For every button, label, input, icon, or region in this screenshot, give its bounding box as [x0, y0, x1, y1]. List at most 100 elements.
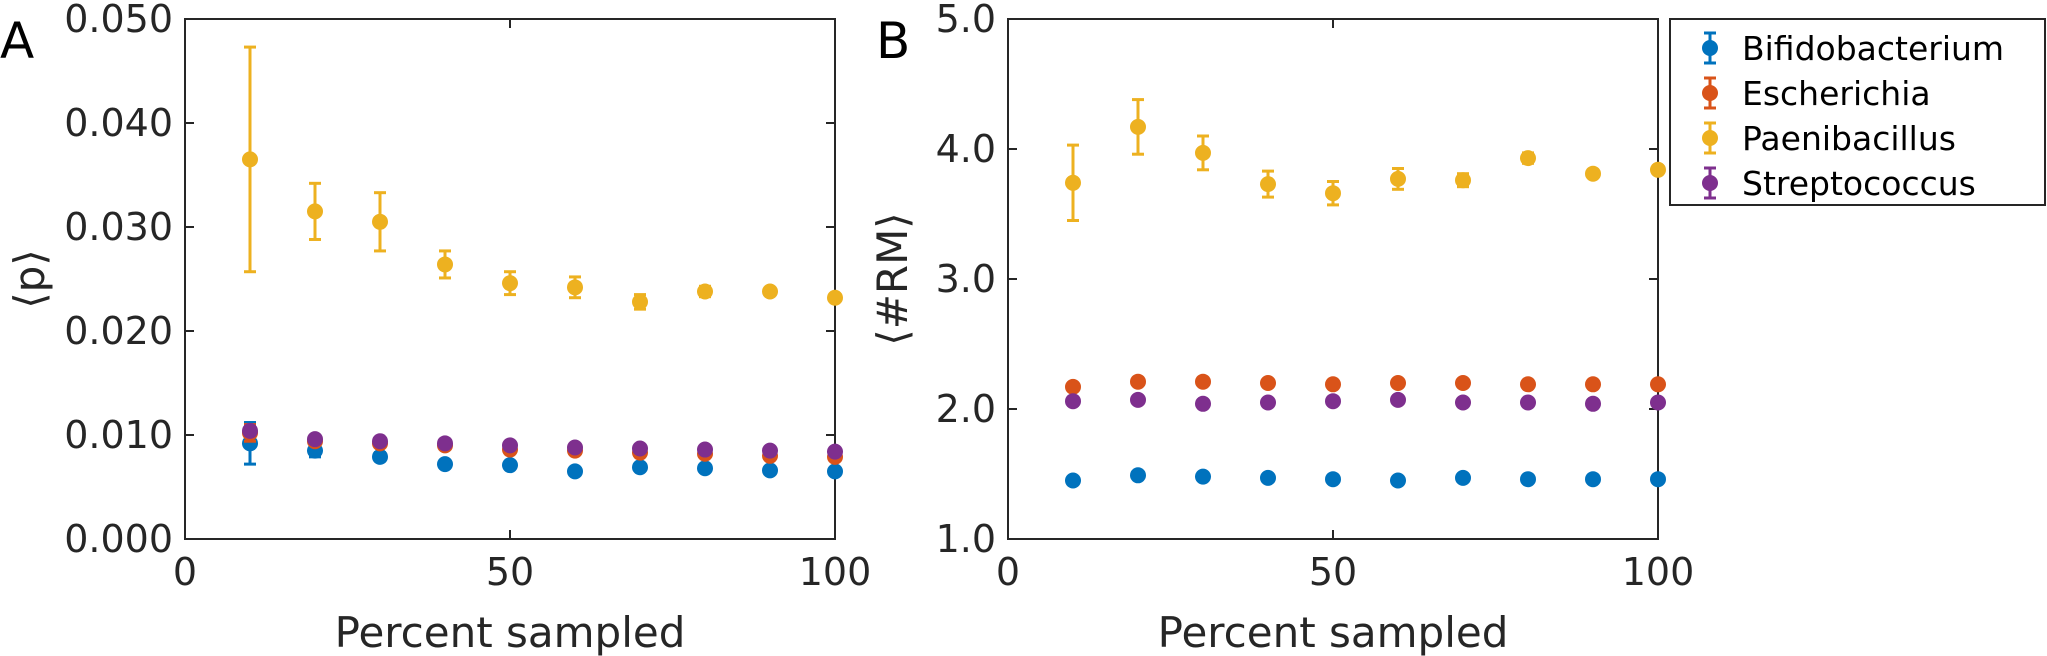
panel-b-point-bifidobacterium	[1455, 469, 1471, 486]
panel-a-point-streptococcus	[437, 435, 453, 452]
panel-b-y-tick-label: 3.0	[936, 257, 996, 301]
panel-b-point-escherichia	[1650, 376, 1666, 393]
panel-b-y-tick-label: 4.0	[936, 127, 996, 171]
panel-a-point-bifidobacterium	[567, 463, 583, 480]
legend-marker-paenibacillus	[1702, 130, 1718, 146]
panel-b-point-bifidobacterium	[1585, 471, 1601, 488]
legend-item-streptococcus: Streptococcus	[1702, 164, 1976, 203]
panel-a-point-paenibacillus	[697, 283, 713, 300]
panel-b-series-escherichia	[1065, 373, 1666, 395]
panel-b-series-bifidobacterium	[1065, 467, 1666, 489]
panel-a-y-axis-title: ⟨p⟩	[5, 249, 54, 308]
panel-a-x-tick-label: 50	[486, 550, 534, 594]
panel-a-series-streptococcus	[242, 422, 843, 460]
legend-label-escherichia: Escherichia	[1742, 74, 1931, 113]
legend: Bifidobacterium Escherichia Paenibacillus S…	[1669, 18, 2046, 206]
panel-a-point-streptococcus	[827, 443, 843, 460]
panel-a-x-axis-title: Percent sampled	[335, 608, 686, 656]
panel-b-point-paenibacillus	[1325, 185, 1341, 202]
panel-b-point-streptococcus	[1520, 394, 1536, 411]
panel-b-point-streptococcus	[1325, 393, 1341, 410]
legend-item-paenibacillus: Paenibacillus	[1702, 119, 1956, 158]
panel-b-point-bifidobacterium	[1390, 472, 1406, 489]
panel-a-point-bifidobacterium	[502, 457, 518, 474]
panel-a-y-tick-label: 0.000	[64, 517, 173, 561]
panel-b-point-streptococcus	[1585, 395, 1601, 412]
panel-b-point-streptococcus	[1130, 391, 1146, 408]
panel-b-point-streptococcus	[1260, 394, 1276, 411]
panel-a-point-paenibacillus	[827, 289, 843, 306]
panel-b-point-bifidobacterium	[1325, 471, 1341, 488]
legend-marker-bifidobacterium	[1702, 40, 1718, 56]
panel-a-point-paenibacillus	[437, 256, 453, 273]
panel-b-y-axis-title: ⟨#RM⟩	[868, 212, 917, 345]
panel-a-point-streptococcus	[697, 441, 713, 458]
panel-a-label: A	[0, 12, 34, 70]
panel-b-point-escherichia	[1585, 376, 1601, 393]
panel-b-y-tick-label: 2.0	[936, 387, 996, 431]
panel-b-point-bifidobacterium	[1065, 472, 1081, 489]
panel-b-axes-box	[1007, 18, 1659, 540]
panel-b-point-paenibacillus	[1585, 165, 1601, 182]
panel-a-point-streptococcus	[502, 437, 518, 454]
panel-a-y-tick-label: 0.040	[64, 101, 173, 145]
panel-b-point-paenibacillus	[1130, 118, 1146, 135]
panel-b-x-axis-title: Percent sampled	[1158, 608, 1509, 656]
panel-b-point-escherichia	[1520, 376, 1536, 393]
panel-b-point-escherichia	[1455, 375, 1471, 391]
panel-a-point-paenibacillus	[372, 213, 388, 230]
panel-a-series-escherichia	[242, 423, 843, 465]
legend-label-paenibacillus: Paenibacillus	[1742, 119, 1956, 158]
panel-b-y-tick-label: 1.0	[936, 517, 996, 561]
panel-b-point-streptococcus	[1065, 393, 1081, 410]
panel-b-point-paenibacillus	[1455, 172, 1471, 189]
panel-a-point-bifidobacterium	[632, 459, 648, 476]
panel-a-point-streptococcus	[567, 439, 583, 456]
panel-a-series-bifidobacterium	[242, 421, 843, 480]
panel-b-point-bifidobacterium	[1520, 471, 1536, 488]
panel-a-point-streptococcus	[372, 433, 388, 450]
panel-a-point-paenibacillus	[762, 283, 778, 300]
panel-b-point-paenibacillus	[1195, 144, 1211, 161]
panel-b-series-paenibacillus	[1065, 98, 1666, 222]
panel-b-point-paenibacillus	[1065, 174, 1081, 191]
panel-a: A 0 50 100 0.000 0.010 0.020 0.030 0.040 0.050 P…	[0, 0, 871, 656]
panel-b-label: B	[876, 12, 910, 70]
panel-b-point-escherichia	[1195, 373, 1211, 390]
panel-a-point-bifidobacterium	[697, 460, 713, 477]
panel-b-y-tick-label: 5.0	[936, 0, 996, 41]
panel-a-series-paenibacillus	[242, 45, 843, 311]
legend-item-bifidobacterium: Bifidobacterium	[1702, 29, 2004, 68]
panel-a-point-streptococcus	[307, 431, 323, 448]
panel-b-point-escherichia	[1065, 378, 1081, 395]
panel-a-point-paenibacillus	[242, 151, 258, 168]
panel-a-y-tick-label: 0.030	[64, 205, 173, 249]
panel-b-point-paenibacillus	[1520, 150, 1536, 167]
panel-b-point-escherichia	[1260, 375, 1276, 391]
panel-a-point-paenibacillus	[567, 279, 583, 296]
panel-b-point-bifidobacterium	[1195, 468, 1211, 485]
panel-b-point-bifidobacterium	[1260, 469, 1276, 486]
panel-a-x-tick-label: 100	[799, 550, 872, 594]
panel-a-point-paenibacillus	[307, 203, 323, 220]
panel-b-point-escherichia	[1325, 376, 1341, 393]
panel-b-point-streptococcus	[1455, 394, 1471, 411]
panel-b-point-escherichia	[1390, 375, 1406, 391]
panel-a-point-bifidobacterium	[437, 456, 453, 473]
panel-a-point-streptococcus	[762, 442, 778, 459]
panel-b-point-streptococcus	[1390, 391, 1406, 408]
panel-b-point-streptococcus	[1195, 395, 1211, 412]
panel-b-x-tick-label: 50	[1309, 550, 1357, 594]
legend-marker-escherichia	[1702, 85, 1718, 101]
panel-b-point-streptococcus	[1650, 394, 1666, 411]
panel-b-x-tick-label: 100	[1622, 550, 1695, 594]
panel-a-point-bifidobacterium	[372, 448, 388, 465]
legend-label-streptococcus: Streptococcus	[1742, 164, 1976, 203]
panel-a-point-paenibacillus	[502, 275, 518, 292]
panel-b-point-bifidobacterium	[1650, 471, 1666, 488]
panel-a-point-streptococcus	[632, 440, 648, 457]
panel-b-point-escherichia	[1130, 373, 1146, 390]
panel-b-series-streptococcus	[1065, 391, 1666, 412]
